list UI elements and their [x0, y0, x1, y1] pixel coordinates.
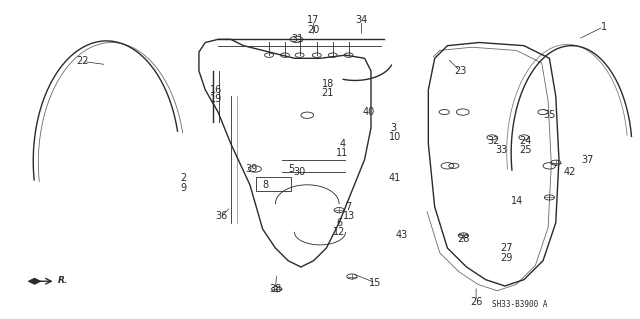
Text: 43: 43 — [396, 230, 408, 241]
Text: R.: R. — [58, 277, 68, 286]
Text: 31: 31 — [292, 34, 304, 44]
Text: 39: 39 — [246, 164, 258, 174]
Text: 40: 40 — [362, 107, 374, 117]
Text: 3: 3 — [390, 123, 396, 133]
Text: 9: 9 — [180, 183, 186, 193]
Text: 25: 25 — [519, 145, 531, 155]
Text: 37: 37 — [582, 154, 594, 165]
Text: 38: 38 — [269, 284, 282, 294]
Text: 2: 2 — [180, 174, 186, 183]
Text: 35: 35 — [543, 110, 556, 120]
Text: 26: 26 — [470, 297, 483, 307]
Text: 24: 24 — [519, 136, 531, 145]
Text: 19: 19 — [210, 94, 222, 104]
Polygon shape — [28, 278, 41, 285]
Text: 13: 13 — [342, 211, 355, 221]
Text: 20: 20 — [307, 25, 320, 35]
Text: 1: 1 — [600, 22, 607, 32]
Text: 36: 36 — [215, 211, 227, 221]
Text: 28: 28 — [457, 234, 470, 243]
Text: 32: 32 — [487, 136, 499, 145]
Text: 14: 14 — [511, 196, 524, 206]
Text: 10: 10 — [389, 132, 401, 142]
Text: 18: 18 — [321, 78, 334, 89]
Text: 30: 30 — [294, 167, 306, 177]
Text: 12: 12 — [333, 227, 346, 237]
Text: 42: 42 — [564, 167, 576, 177]
Text: 41: 41 — [388, 174, 401, 183]
Text: 21: 21 — [321, 88, 334, 98]
Text: SH33-B3900 A: SH33-B3900 A — [492, 300, 548, 308]
Text: 4: 4 — [339, 139, 346, 149]
Text: 8: 8 — [263, 180, 269, 190]
Text: 17: 17 — [307, 15, 320, 26]
Text: 7: 7 — [346, 202, 352, 212]
Text: 16: 16 — [210, 85, 222, 95]
Text: 27: 27 — [500, 243, 513, 253]
Text: 6: 6 — [336, 218, 342, 228]
Text: 34: 34 — [355, 15, 367, 26]
Text: 5: 5 — [288, 164, 294, 174]
Text: 33: 33 — [495, 145, 507, 155]
Text: 11: 11 — [336, 148, 348, 158]
Text: 22: 22 — [77, 56, 89, 66]
Text: 15: 15 — [369, 278, 381, 288]
Text: 23: 23 — [454, 66, 467, 76]
Text: 29: 29 — [500, 253, 513, 263]
